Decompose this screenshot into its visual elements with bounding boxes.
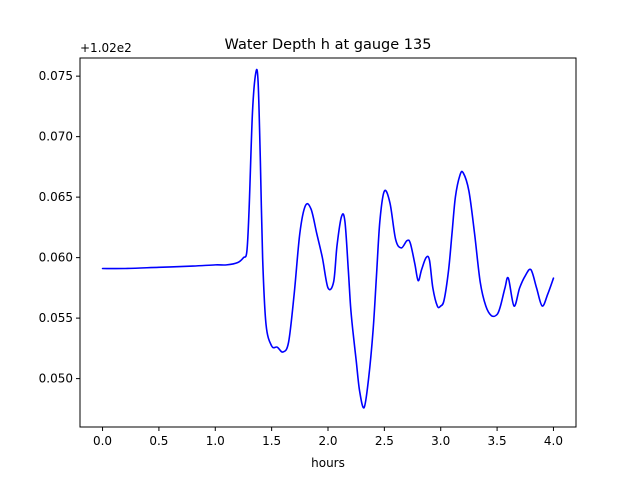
x-tick-label: 1.5 — [262, 434, 281, 448]
y-tick-label: 0.050 — [39, 372, 73, 386]
x-tick-label: 1.0 — [206, 434, 225, 448]
x-axis-label: hours — [311, 456, 345, 470]
y-tick-label: 0.070 — [39, 130, 73, 144]
series-line — [101, 68, 555, 409]
x-tick-label: 3.0 — [431, 434, 450, 448]
x-tick-label: 0.5 — [149, 434, 168, 448]
y-axis-ticks: 0.050 0.055 0.060 0.065 0.070 0.075 — [39, 69, 80, 386]
x-tick-label: 2.0 — [318, 434, 337, 448]
x-tick-label: 2.5 — [375, 434, 394, 448]
y-tick-label: 0.055 — [39, 311, 73, 325]
y-tick-label: 0.075 — [39, 69, 73, 83]
x-tick-label: 3.5 — [488, 434, 507, 448]
series-layer — [101, 68, 555, 409]
y-tick-label: 0.065 — [39, 190, 73, 204]
x-tick-label: 0.0 — [93, 434, 112, 448]
x-axis-ticks: 0.0 0.5 1.0 1.5 2.0 2.5 3.0 3.5 4.0 — [93, 427, 563, 448]
plot-frame — [79, 57, 577, 428]
chart-title: Water Depth h at gauge 135 — [225, 37, 432, 53]
x-tick-label: 4.0 — [544, 434, 563, 448]
y-tick-label: 0.060 — [39, 251, 73, 265]
y-offset-text: +1.02e2 — [80, 41, 132, 55]
